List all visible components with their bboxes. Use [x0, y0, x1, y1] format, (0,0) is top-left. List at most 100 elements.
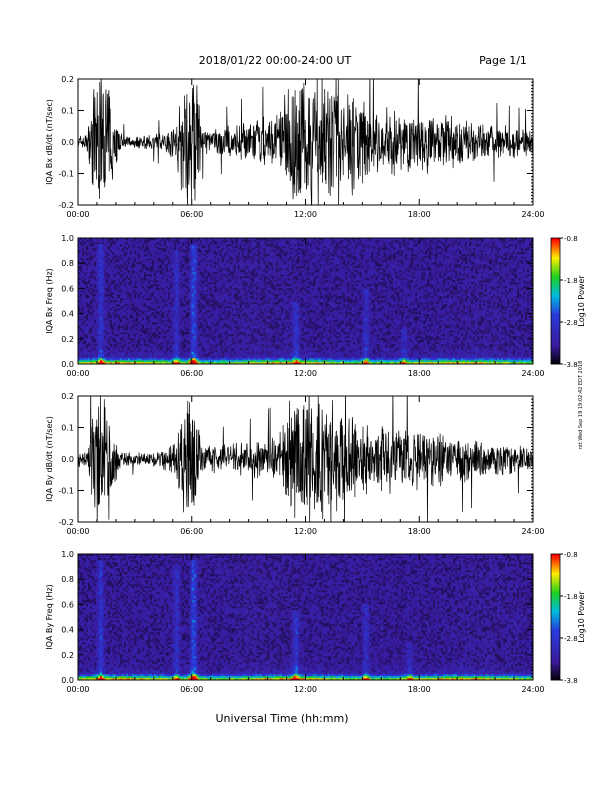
spectrogram-cell: [198, 352, 200, 354]
spectrogram-cell: [128, 358, 130, 360]
spectrogram-cell: [208, 272, 210, 274]
spectrogram-cell: [88, 292, 90, 294]
spectrogram-cell: [104, 352, 106, 354]
spectrogram-cell: [198, 302, 200, 304]
spectrogram-cell: [130, 280, 132, 282]
spectrogram-cell: [204, 340, 206, 342]
spectrogram-cell: [216, 260, 218, 262]
spectrogram-cell: [88, 314, 90, 316]
spectrogram-cell: [124, 336, 126, 338]
spectrogram-cell: [232, 282, 234, 284]
spectrogram-cell: [132, 302, 134, 304]
spectrogram-cell: [144, 328, 146, 330]
spectrogram-cell: [118, 252, 120, 254]
spectrogram-cell: [112, 298, 114, 300]
spectrogram-cell: [176, 264, 178, 266]
spectrogram-cell: [90, 288, 92, 290]
spectrogram-cell: [198, 296, 200, 298]
spectrogram-cell: [122, 302, 124, 304]
spectrogram-cell: [118, 254, 120, 256]
spectrogram-cell: [130, 246, 132, 248]
spectrogram-cell: [186, 300, 188, 302]
spectrogram-cell: [156, 360, 158, 362]
spectrogram-cell: [84, 262, 86, 264]
spectrogram-cell: [152, 296, 154, 298]
spectrogram-cell: [204, 254, 206, 256]
spectrogram-cell: [100, 250, 102, 252]
spectrogram-cell: [166, 254, 168, 256]
spectrogram-cell: [120, 300, 122, 302]
spectrogram-cell: [162, 352, 164, 354]
spectrogram-cell: [150, 314, 152, 316]
spectrogram-cell: [150, 326, 152, 328]
spectrogram-cell: [198, 288, 200, 290]
spectrogram-cell: [118, 244, 120, 246]
spectrogram-cell: [222, 300, 224, 302]
spectrogram-cell: [92, 274, 94, 276]
spectrogram-cell: [88, 308, 90, 310]
spectrogram-cell: [146, 352, 148, 354]
spectrogram-cell: [120, 292, 122, 294]
spectrogram-cell: [110, 316, 112, 318]
spectrogram-cell: [182, 328, 184, 330]
spectrogram-cell: [138, 358, 140, 360]
spectrogram-cell: [228, 268, 230, 270]
spectrogram-cell: [142, 258, 144, 260]
spectrogram-cell: [106, 282, 108, 284]
spectrogram-cell: [176, 296, 178, 298]
spectrogram-cell: [162, 276, 164, 278]
spectrogram-cell: [114, 316, 116, 318]
spectrogram-cell: [126, 250, 128, 252]
spectrogram-cell: [224, 318, 226, 320]
spectrogram-cell: [130, 304, 132, 306]
spectrogram-cell: [82, 272, 84, 274]
spectrogram-cell: [128, 302, 130, 304]
spectrogram-cell: [178, 326, 180, 328]
spectrogram-cell: [190, 300, 192, 302]
spectrogram-cell: [206, 246, 208, 248]
spectrogram-cell: [104, 292, 106, 294]
spectrogram-cell: [206, 328, 208, 330]
spectrogram-cell: [130, 258, 132, 260]
spectrogram-cell: [130, 248, 132, 250]
spectrogram-cell: [104, 264, 106, 266]
spectrogram-cell: [88, 262, 90, 264]
spectrogram-cell: [194, 338, 196, 340]
spectrogram-cell: [106, 330, 108, 332]
spectrogram-cell: [100, 328, 102, 330]
spectrogram-cell: [212, 248, 214, 250]
spectrogram-cell: [232, 304, 234, 306]
spectrogram-cell: [218, 290, 220, 292]
spectrogram-cell: [200, 340, 202, 342]
spectrogram-cell: [134, 300, 136, 302]
spectrogram-cell: [94, 352, 96, 354]
spectrogram-cell: [176, 332, 178, 334]
spectrogram-cell: [86, 332, 88, 334]
spectrogram-cell: [108, 330, 110, 332]
spectrogram-cell: [222, 246, 224, 248]
spectrogram-cell: [186, 338, 188, 340]
spectrogram-cell: [160, 350, 162, 352]
spectrogram-cell: [150, 342, 152, 344]
spectrogram-cell: [128, 340, 130, 342]
spectrogram-cell: [142, 278, 144, 280]
spectrogram-cell: [150, 310, 152, 312]
spectrogram-cell: [168, 276, 170, 278]
spectrogram-cell: [178, 286, 180, 288]
spectrogram-cell: [154, 358, 156, 360]
spectrogram-cell: [202, 266, 204, 268]
spectrogram-cell: [108, 264, 110, 266]
spectrogram-cell: [92, 256, 94, 258]
spectrogram-cell: [130, 256, 132, 258]
spectrogram-cell: [214, 290, 216, 292]
spectrogram-cell: [228, 242, 230, 244]
spectrogram-cell: [134, 302, 136, 304]
spectrogram-cell: [128, 330, 130, 332]
spectrogram-cell: [102, 358, 104, 360]
spectrogram-cell: [184, 312, 186, 314]
spectrogram-cell: [152, 272, 154, 274]
spectrogram-cell: [92, 272, 94, 274]
spectrogram-cell: [146, 250, 148, 252]
spectrogram-cell: [90, 274, 92, 276]
spectrogram-cell: [160, 258, 162, 260]
